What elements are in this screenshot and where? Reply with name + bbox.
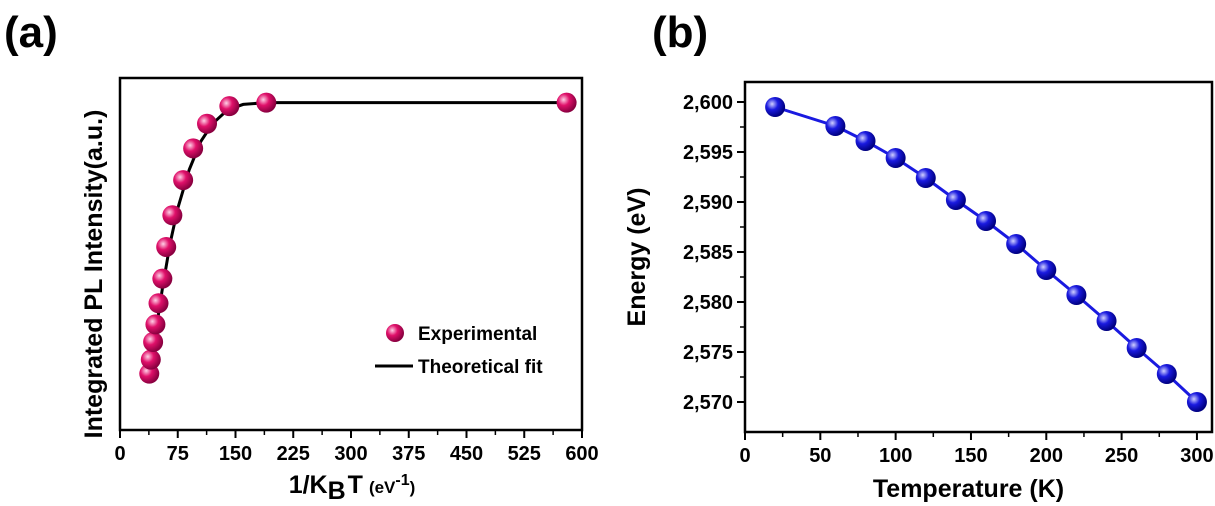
data-point-experimental bbox=[256, 92, 277, 113]
x-tick-label-b: 100 bbox=[879, 445, 912, 467]
legend-marker-experimental bbox=[386, 324, 404, 342]
y-tick-label-b: 2,590 bbox=[683, 192, 733, 214]
x-tick-label-b: 300 bbox=[1180, 445, 1213, 467]
y-tick-label-b: 2,570 bbox=[683, 392, 733, 414]
data-point-energy bbox=[1096, 311, 1117, 331]
data-point-energy bbox=[765, 97, 786, 117]
data-point-energy bbox=[825, 116, 846, 136]
x-tick-label-a: 300 bbox=[334, 443, 367, 465]
x-tick-label-a: 150 bbox=[219, 443, 252, 465]
x-tick-label-b: 200 bbox=[1030, 445, 1063, 467]
series-line-energy bbox=[774, 105, 1198, 404]
y-tick-label-b: 2,580 bbox=[683, 292, 733, 314]
data-point-energy bbox=[1186, 392, 1207, 412]
data-point-energy bbox=[1036, 260, 1057, 280]
panel-b-label: (b) bbox=[652, 8, 709, 57]
data-point-energy bbox=[915, 168, 936, 188]
data-point-energy bbox=[945, 190, 966, 210]
data-point-energy bbox=[976, 211, 997, 231]
data-point-experimental bbox=[140, 349, 161, 370]
panel-a-label: (a) bbox=[4, 8, 58, 57]
data-point-experimental bbox=[143, 332, 164, 352]
y-tick-label-b: 2,595 bbox=[683, 142, 733, 164]
legend-label-theoretical-fit: Theoretical fit bbox=[418, 357, 543, 378]
x-tick-label-a: 450 bbox=[450, 443, 483, 465]
data-point-experimental bbox=[197, 113, 218, 134]
data-point-energy bbox=[1156, 364, 1177, 384]
data-point-experimental bbox=[152, 268, 173, 289]
data-point-energy bbox=[1006, 234, 1027, 254]
data-point-experimental bbox=[556, 92, 577, 113]
x-axis-title-b: Temperature (K) bbox=[873, 475, 1064, 503]
x-tick-label-a: 0 bbox=[114, 443, 125, 465]
y-axis-title-a: Integrated PL Intensity(a.u.) bbox=[80, 110, 108, 439]
x-tick-label-b: 150 bbox=[954, 445, 987, 467]
y-axis-title-b: Energy (eV) bbox=[623, 188, 651, 327]
x-axis-title-a: 1/KBT (eV-1) bbox=[289, 471, 416, 505]
x-tick-label-a: 75 bbox=[167, 443, 189, 465]
data-point-experimental bbox=[148, 293, 169, 314]
data-point-energy bbox=[1066, 285, 1087, 305]
x-tick-label-b: 50 bbox=[809, 445, 831, 467]
data-point-experimental bbox=[173, 170, 194, 191]
data-point-energy bbox=[855, 131, 876, 151]
data-point-energy bbox=[885, 148, 906, 168]
data-point-experimental bbox=[219, 96, 240, 117]
y-tick-label-b: 2,575 bbox=[683, 342, 733, 364]
x-tick-label-b: 0 bbox=[739, 445, 750, 467]
x-tick-label-a: 600 bbox=[565, 443, 598, 465]
x-tick-label-b: 250 bbox=[1105, 445, 1138, 467]
x-tick-label-a: 525 bbox=[508, 443, 541, 465]
plot-frame-b bbox=[743, 80, 1214, 434]
y-tick-label-b: 2,585 bbox=[683, 242, 733, 264]
data-point-experimental bbox=[145, 314, 166, 335]
data-point-experimental bbox=[183, 138, 204, 159]
data-point-experimental bbox=[156, 236, 177, 257]
y-tick-label-b: 2,600 bbox=[683, 92, 733, 114]
data-point-energy bbox=[1126, 338, 1147, 358]
x-tick-label-a: 375 bbox=[392, 443, 425, 465]
legend-label-experimental: Experimental bbox=[418, 324, 537, 345]
x-tick-label-a: 225 bbox=[277, 443, 310, 465]
data-point-experimental bbox=[162, 205, 183, 226]
